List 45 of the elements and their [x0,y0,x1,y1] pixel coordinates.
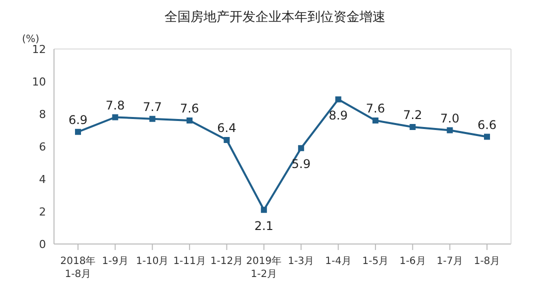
point [149,116,156,122]
data-label: 6.6 [477,118,497,132]
point [410,124,416,130]
y-tick-label: 10 [32,75,46,88]
x-tick-label: 1-8月 [474,256,500,267]
y-tick-label: 8 [39,108,46,121]
y-tick-label: 2 [39,205,46,218]
data-label: 5.9 [292,157,311,172]
x-tick-label: 1-7月 [436,256,463,267]
data-label: 7.0 [440,111,460,126]
point [186,118,193,124]
point [112,114,118,120]
point [335,96,342,102]
point [260,206,267,213]
x-tick-label: 2019年 1-2月 [246,255,282,280]
x-tick-label: 1-11月 [173,256,206,267]
data-label: 8.9 [328,108,348,122]
chart-title: 全国房地产开发企业本年到位资金增速 [164,9,386,27]
data-label: 7.8 [106,98,125,112]
point [446,127,453,134]
x-tick-label: 1-5月 [362,256,389,267]
data-label: 7.7 [142,100,162,114]
x-tick-label: 1-3月 [288,256,314,267]
point [224,137,230,143]
x-tick-label: 1-6月 [399,256,426,267]
x-tick-label: 1-12月 [210,256,244,267]
y-tick-label: 4 [39,172,46,186]
point [484,134,490,140]
x-tick-label: 2018年 1-8月 [60,255,96,280]
data-label: 2.1 [254,218,274,233]
x-tick-label: 1-4月 [325,256,352,267]
x-tick-label: 1-10月 [136,256,169,267]
data-label: 7.6 [366,102,385,116]
data-label: 6.9 [68,112,88,127]
y-tick-label: 0 [39,238,46,251]
point [298,145,304,152]
data-label: 6.4 [217,121,236,135]
y-axis-title: (%) [22,34,40,45]
point [372,118,378,124]
data-label: 7.6 [180,102,200,116]
y-tick-label: 12 [32,42,46,56]
point [75,128,81,135]
y-tick-label: 6 [39,140,46,154]
x-tick-label: 1-9月 [102,256,128,267]
data-label: 7.2 [403,108,422,122]
